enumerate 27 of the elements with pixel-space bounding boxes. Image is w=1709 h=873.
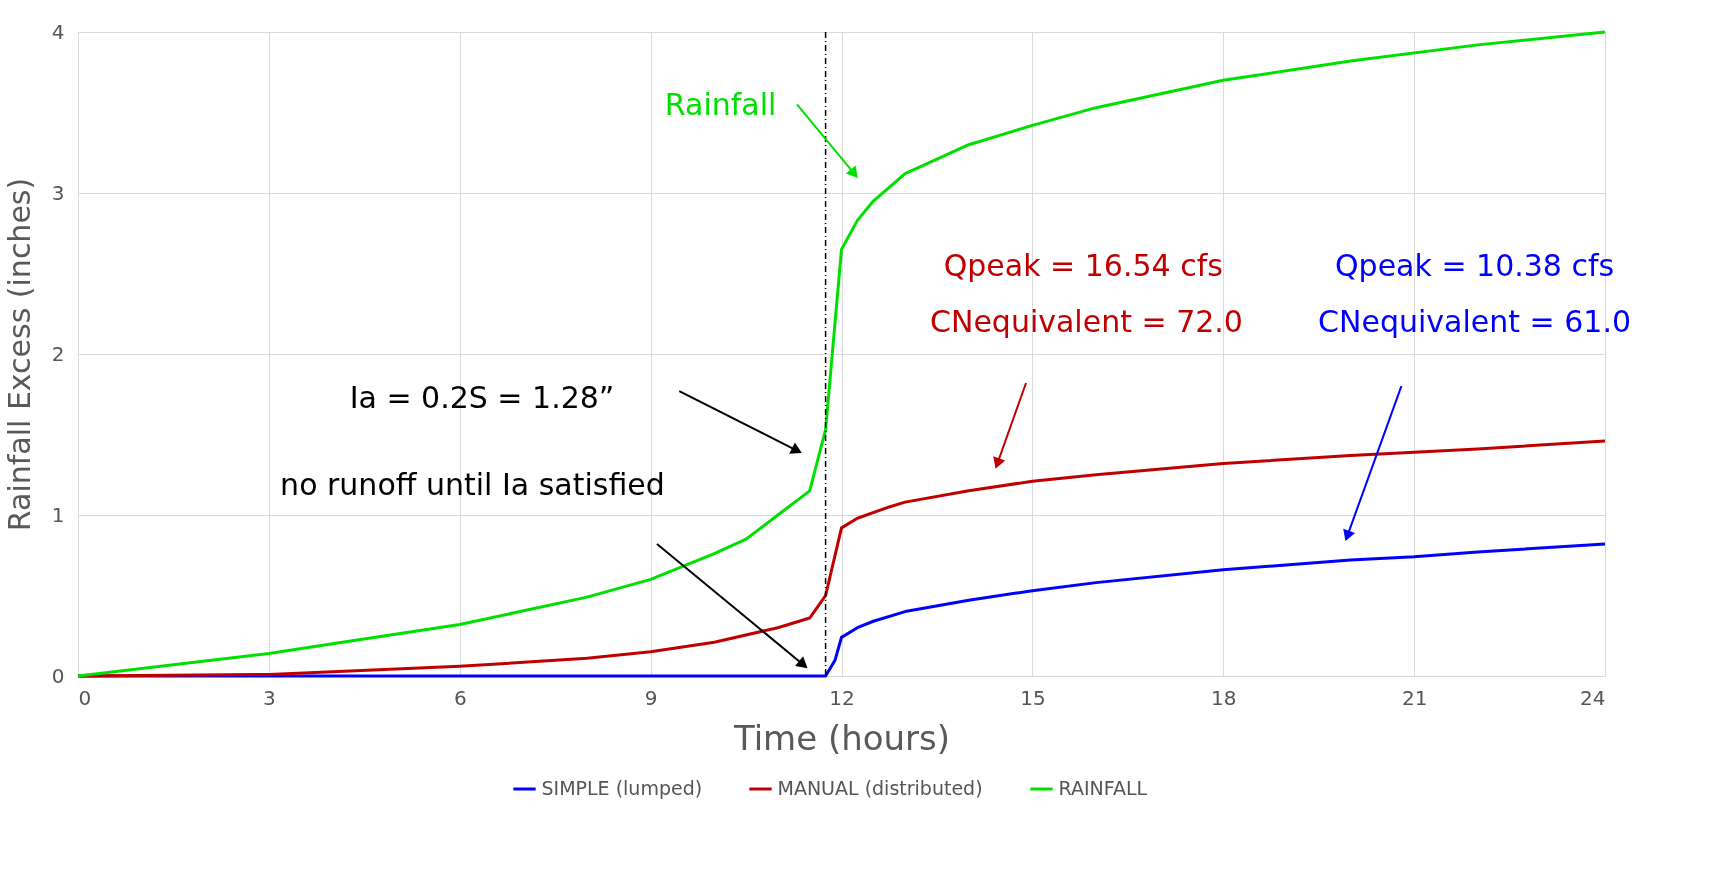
annotation: Qpeak = 16.54 cfs — [943, 248, 1223, 284]
annotation: CNequivalent = 61.0 — [1318, 304, 1632, 340]
y-tick-label: 0 — [51, 663, 65, 688]
y-tick-label: 3 — [51, 180, 65, 205]
x-tick-label: 24 — [1580, 685, 1606, 710]
x-tick-label: 0 — [78, 685, 92, 710]
x-tick-label: 6 — [453, 685, 467, 710]
y-axis-title: Rainfall Excess (inches) — [1, 177, 37, 532]
x-tick-label: 12 — [829, 685, 855, 710]
annotation: no runoff until Ia satisfied — [280, 467, 665, 503]
y-tick-label: 2 — [51, 341, 65, 366]
x-tick-label: 21 — [1401, 685, 1428, 710]
annotation: CNequivalent = 72.0 — [929, 304, 1243, 340]
annotation: Ia = 0.2S = 1.28” — [349, 380, 615, 416]
y-tick-label: 1 — [51, 502, 65, 527]
legend-label: MANUAL (distributed) — [777, 777, 983, 799]
x-tick-label: 3 — [263, 685, 276, 710]
x-tick-label: 18 — [1211, 685, 1237, 710]
legend-label: SIMPLE (lumped) — [541, 777, 703, 799]
y-tick-label: 4 — [51, 19, 65, 44]
legend-label: RAINFALL — [1058, 777, 1148, 799]
x-tick-label: 9 — [644, 685, 658, 710]
x-axis-title: Time (hours) — [732, 717, 951, 758]
x-tick-label: 15 — [1020, 685, 1046, 710]
line-series — [76, 542, 1607, 678]
annotation: Rainfall — [664, 87, 777, 123]
annotation: Qpeak = 10.38 cfs — [1334, 248, 1615, 284]
